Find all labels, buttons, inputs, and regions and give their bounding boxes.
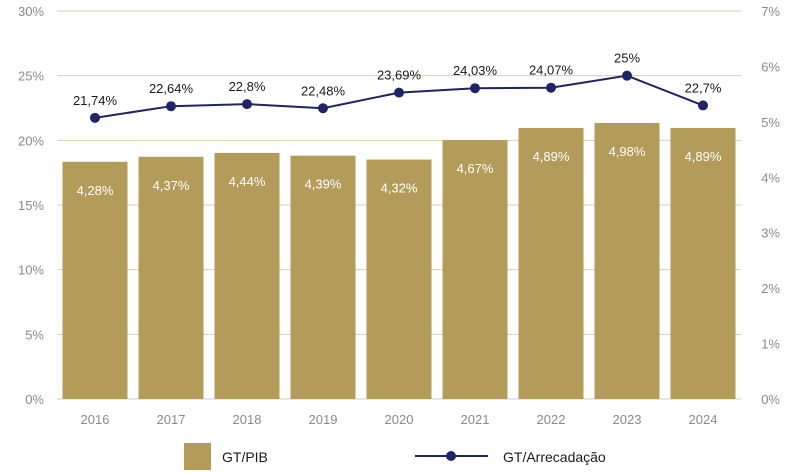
legend-swatch-gt-pib — [184, 443, 211, 470]
legend: GT/PIB GT/Arrecadação — [184, 443, 606, 470]
x-axis-tick-label: 2024 — [689, 412, 718, 427]
line-point — [242, 99, 252, 110]
line-point — [318, 103, 328, 114]
bar-data-label: 4,28% — [77, 183, 114, 198]
line-data-label: 22,8% — [229, 79, 266, 94]
right-axis-tick-label: 0% — [761, 392, 780, 407]
line-point — [470, 83, 480, 94]
left-axis-tick-label: 30% — [18, 4, 44, 19]
line-series-gt-arrecadacao: 21,74% 22,64% 22,8% 22,48% 23,69% 24,03% 24,07… — [73, 51, 722, 123]
line-point — [622, 70, 632, 81]
left-axis-tick-label: 10% — [18, 263, 44, 278]
left-axis-tick-label: 0% — [25, 392, 44, 407]
right-axis-tick-label: 5% — [761, 115, 780, 130]
x-axis-tick-label: 2021 — [461, 412, 490, 427]
left-axis-tick-label: 20% — [18, 133, 44, 148]
left-y-axis: 0% 5% 10% 15% 20% 25% 30% — [18, 4, 44, 407]
right-axis-tick-label: 2% — [761, 281, 780, 296]
line-point — [394, 87, 404, 98]
line-data-label: 25% — [614, 51, 640, 66]
right-axis-tick-label: 4% — [761, 170, 780, 185]
bar — [290, 155, 356, 399]
right-axis-tick-label: 6% — [761, 59, 780, 74]
x-axis-tick-label: 2018 — [233, 412, 262, 427]
x-axis: 2016 2017 2018 2019 2020 2021 2022 2023 2024 — [81, 412, 718, 427]
bar — [214, 152, 280, 399]
right-y-axis: 0% 1% 2% 3% 4% 5% 6% 7% — [761, 4, 780, 407]
bar — [366, 159, 432, 399]
bar-data-label: 4,32% — [381, 181, 418, 196]
line-data-label: 22,64% — [149, 81, 194, 96]
bar — [594, 122, 660, 400]
x-axis-tick-label: 2022 — [537, 412, 566, 427]
line-point — [546, 82, 556, 93]
line-data-label: 24,07% — [529, 63, 574, 78]
bar-series-gt-pib: 4,28% 4,37% 4,44% 4,39% 4,32% 4,67% 4,89% 4,98%… — [62, 122, 736, 400]
right-axis-tick-label: 1% — [761, 337, 780, 352]
line-data-label: 23,69% — [377, 68, 422, 83]
line-data-label: 22,48% — [301, 83, 346, 98]
bar-data-label: 4,67% — [457, 161, 494, 176]
line-data-label: 21,74% — [73, 93, 118, 108]
bar — [138, 156, 204, 399]
left-axis-tick-label: 5% — [25, 327, 44, 342]
line-point — [166, 101, 176, 112]
bar — [442, 140, 508, 400]
x-axis-tick-label: 2017 — [157, 412, 186, 427]
x-axis-tick-label: 2016 — [81, 412, 110, 427]
legend-label-gt-pib: GT/PIB — [222, 449, 268, 465]
x-axis-tick-label: 2020 — [385, 412, 414, 427]
line-data-label: 22,7% — [685, 80, 722, 95]
line-data-label: 24,03% — [453, 63, 498, 78]
legend-label-gt-arrecadacao: GT/Arrecadação — [503, 449, 606, 465]
bar-data-label: 4,89% — [533, 149, 570, 164]
line-point — [90, 112, 100, 123]
bar-data-label: 4,37% — [153, 178, 190, 193]
bar-data-label: 4,39% — [305, 177, 342, 192]
bar-data-label: 4,89% — [685, 149, 722, 164]
left-axis-tick-label: 15% — [18, 198, 44, 213]
bar-data-label: 4,44% — [229, 174, 266, 189]
right-axis-tick-label: 7% — [761, 4, 780, 19]
bar — [62, 161, 128, 399]
legend-marker-gt-arrecadacao — [446, 451, 456, 461]
left-axis-tick-label: 25% — [18, 69, 44, 84]
right-axis-tick-label: 3% — [761, 226, 780, 241]
bar — [518, 127, 584, 399]
line-point — [698, 100, 708, 111]
bar-data-label: 4,98% — [609, 144, 646, 159]
x-axis-tick-label: 2019 — [309, 412, 338, 427]
x-axis-tick-label: 2023 — [613, 412, 642, 427]
bar — [670, 127, 736, 399]
